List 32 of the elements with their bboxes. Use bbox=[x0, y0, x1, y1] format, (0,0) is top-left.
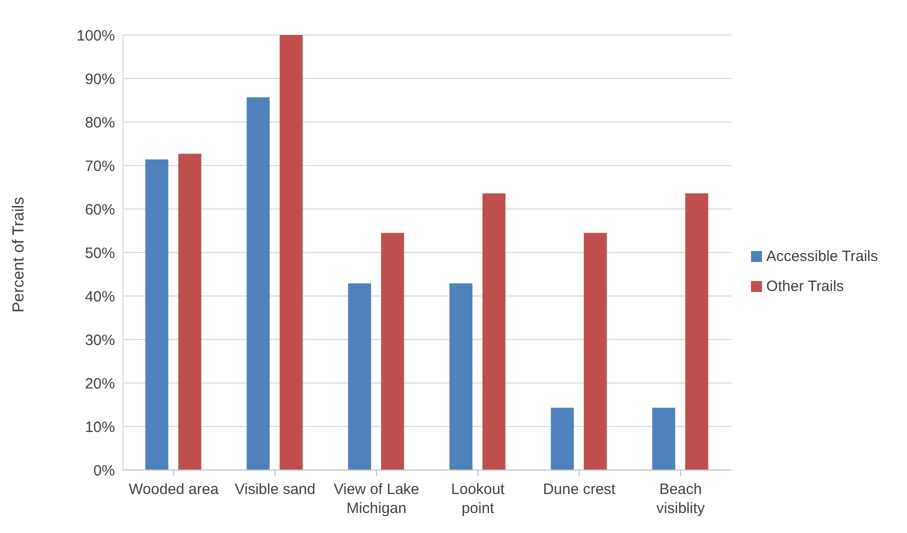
y-tick-label: 50% bbox=[84, 244, 115, 262]
bar bbox=[652, 408, 676, 470]
x-tick-label: Dune crest bbox=[542, 481, 616, 498]
bar bbox=[381, 232, 404, 470]
y-tick-label: 20% bbox=[84, 375, 115, 392]
y-tick-label: 40% bbox=[84, 288, 115, 306]
x-tick-label: Lookout point bbox=[451, 481, 506, 517]
x-tick-label: Visible sand bbox=[234, 481, 316, 498]
y-tick-label: 30% bbox=[84, 332, 115, 349]
bar bbox=[550, 408, 574, 470]
bar bbox=[246, 97, 270, 470]
y-tick-label: 60% bbox=[84, 201, 115, 218]
bar bbox=[584, 232, 607, 470]
y-tick-label: 100% bbox=[76, 27, 115, 44]
bar bbox=[145, 159, 168, 470]
bar bbox=[685, 193, 708, 470]
bar bbox=[449, 283, 472, 470]
bar bbox=[178, 154, 202, 470]
x-tick-label: Beach visiblity bbox=[656, 481, 706, 517]
y-tick-label: 90% bbox=[84, 70, 115, 88]
legend-label: Other Trails bbox=[766, 278, 844, 294]
x-tick-label: View of Lake Michigan bbox=[334, 481, 420, 517]
y-tick-label: 10% bbox=[84, 418, 115, 436]
x-tick-label: Wooded area bbox=[128, 481, 220, 498]
legend-label: Accessible Trails bbox=[766, 248, 878, 264]
y-tick-label: 0% bbox=[93, 462, 115, 480]
bar bbox=[280, 35, 303, 470]
y-tick-label: 80% bbox=[84, 114, 115, 132]
bar bbox=[348, 283, 372, 470]
y-axis-title: Percent of Trails bbox=[10, 196, 28, 312]
bar bbox=[482, 193, 506, 470]
y-tick-label: 70% bbox=[84, 158, 115, 175]
